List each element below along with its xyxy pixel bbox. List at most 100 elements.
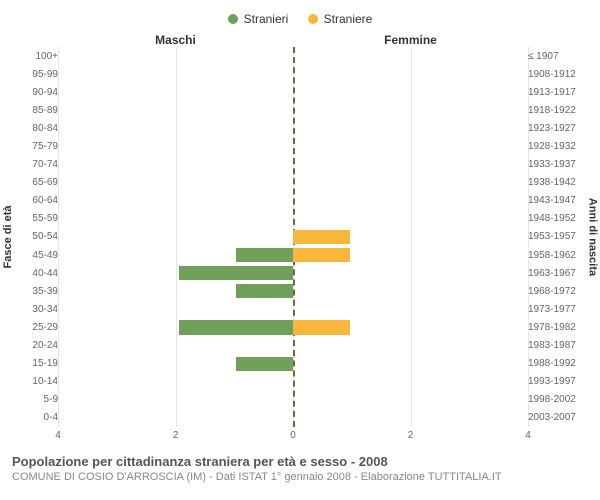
age-row: 35-391968-1972 [12, 282, 588, 300]
age-row: 45-49 1958-1962 [12, 246, 588, 264]
bar-area [64, 101, 522, 119]
male-bar [236, 248, 293, 262]
bar-area [64, 246, 522, 264]
age-row: 70-741933-1937 [12, 156, 588, 174]
age-label: 75-79 [12, 141, 64, 152]
male-side [64, 228, 293, 246]
chart-footer: Popolazione per cittadinanza straniera p… [12, 454, 588, 483]
age-label: 65-69 [12, 177, 64, 188]
male-side [64, 156, 293, 174]
female-side [293, 83, 522, 101]
bar-rows: 100+≤ 190795-991908-191290-941913-191785… [12, 47, 588, 427]
female-side [293, 318, 522, 336]
female-side [293, 337, 522, 355]
x-tick-label: 2 [173, 430, 179, 441]
female-side [293, 156, 522, 174]
age-label: 95-99 [12, 69, 64, 80]
male-side [64, 192, 293, 210]
age-label: 100+ [12, 51, 64, 62]
male-side [64, 409, 293, 427]
male-bar [179, 320, 294, 334]
female-bar [293, 320, 350, 334]
birth-year-label: 1923-1927 [522, 123, 588, 134]
bar-area [64, 264, 522, 282]
female-side [293, 282, 522, 300]
birth-year-label: 1983-1987 [522, 340, 588, 351]
bar-area [64, 47, 522, 65]
male-side [64, 318, 293, 336]
male-bar [236, 284, 293, 298]
age-label: 20-24 [12, 340, 64, 351]
birth-year-label: 1928-1932 [522, 141, 588, 152]
bar-area [64, 119, 522, 137]
male-side [64, 337, 293, 355]
female-side [293, 373, 522, 391]
age-label: 80-84 [12, 123, 64, 134]
birth-year-label: 1993-1997 [522, 376, 588, 387]
bar-area [64, 83, 522, 101]
legend-item-male: Stranieri [228, 12, 289, 26]
column-headers: Maschi Femmine [12, 33, 588, 47]
birth-year-label: 1913-1917 [522, 87, 588, 98]
birth-year-label: 1973-1977 [522, 304, 588, 315]
birth-year-label: 1988-1992 [522, 358, 588, 369]
male-bar [236, 357, 293, 371]
age-label: 10-14 [12, 376, 64, 387]
birth-year-label: 1908-1912 [522, 69, 588, 80]
chart-subtitle: COMUNE DI COSIO D'ARROSCIA (IM) - Dati I… [12, 471, 588, 483]
bar-area [64, 373, 522, 391]
age-label: 55-59 [12, 213, 64, 224]
plot-area: Fasce di età Anni di nascita 100+≤ 19079… [12, 47, 588, 427]
birth-year-label: 1943-1947 [522, 195, 588, 206]
male-side [64, 174, 293, 192]
male-side [64, 391, 293, 409]
birth-year-label: ≤ 1907 [522, 51, 588, 62]
age-label: 45-49 [12, 250, 64, 261]
birth-year-label: 1968-1972 [522, 286, 588, 297]
age-row: 90-94 1913-1917 [12, 83, 588, 101]
x-axis-ticks: 4 2 0 2 4 [58, 430, 528, 444]
x-axis: 4 2 0 2 4 [12, 430, 588, 444]
age-label: 90-94 [12, 87, 64, 98]
age-row: 20-24 1983-1987 [12, 337, 588, 355]
female-side [293, 300, 522, 318]
age-row: 75-79 1928-1932 [12, 137, 588, 155]
age-label: 40-44 [12, 268, 64, 279]
age-label: 30-34 [12, 304, 64, 315]
age-label: 15-19 [12, 358, 64, 369]
x-tick-label: 4 [55, 430, 61, 441]
x-tick-label: 0 [290, 430, 296, 441]
x-tick-label: 4 [525, 430, 531, 441]
birth-year-label: 1948-1952 [522, 213, 588, 224]
bar-area [64, 300, 522, 318]
female-side [293, 228, 522, 246]
female-side [293, 137, 522, 155]
male-side [64, 246, 293, 264]
female-side [293, 210, 522, 228]
age-row: 15-19 1988-1992 [12, 355, 588, 373]
birth-year-label: 1958-1962 [522, 250, 588, 261]
male-side [64, 264, 293, 282]
female-bar [293, 248, 350, 262]
bar-area [64, 228, 522, 246]
age-row: 40-44 1963-1967 [12, 264, 588, 282]
female-side [293, 391, 522, 409]
legend-item-female: Straniere [308, 12, 373, 26]
legend: Stranieri Straniere [12, 12, 588, 27]
birth-year-label: 1938-1942 [522, 177, 588, 188]
age-row: 10-14 1993-1997 [12, 373, 588, 391]
male-side [64, 47, 293, 65]
age-row: 100+ ≤ 1907 [12, 47, 588, 65]
birth-year-label: 1933-1937 [522, 159, 588, 170]
female-side [293, 65, 522, 83]
bar-area [64, 192, 522, 210]
age-label: 50-54 [12, 231, 64, 242]
population-pyramid: Stranieri Straniere Maschi Femmine Fasce… [12, 12, 588, 483]
age-label: 60-64 [12, 195, 64, 206]
x-tick-label: 2 [408, 430, 414, 441]
bar-area [64, 65, 522, 83]
bar-area [64, 391, 522, 409]
legend-label-female: Straniere [324, 12, 373, 26]
bar-area [64, 282, 522, 300]
birth-year-label: 1963-1967 [522, 268, 588, 279]
